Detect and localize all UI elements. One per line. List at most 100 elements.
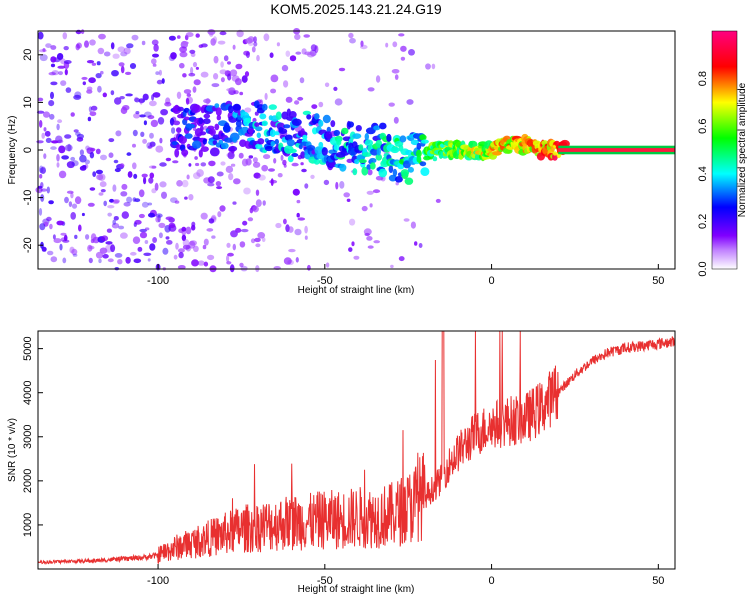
spectrogram-ridge-cell [400,169,410,177]
spectrogram-noise-cell [91,62,97,66]
spectrogram-noise-cell [50,56,57,63]
spectrogram-ridge-cell [177,106,184,112]
spectrogram-ridge-cell [376,147,381,156]
spectrogram-noise-cell [39,49,47,53]
spectrogram-noise-cell [194,156,198,160]
snr-frame [37,330,676,570]
spectrogram-noise-cell [223,55,229,62]
spectrogram-noise-cell [235,227,242,233]
spectrogram-noise-cell [132,162,137,170]
spectrogram-noise-cell [59,243,63,251]
spectrogram-ridge-cell [186,123,196,129]
spectrogram-noise-cell [50,45,57,50]
spectrogram-noise-cell [118,225,125,230]
spectrogram-noise-cell [63,46,69,51]
spectrogram-noise-cell [141,201,149,208]
spectrogram-ridge-cell [386,133,392,142]
spectrogram-ridge-cell [300,128,305,137]
spectrogram-noise-cell [200,71,209,78]
spectrogram-noise-cell [123,47,131,55]
spectrogram-noise-cell [270,88,277,94]
spectrogram-ridge-cell [202,138,207,145]
spectrogram-noise-cell [254,237,261,243]
spectrogram-noise-cell [61,155,69,160]
snr-y-tick-label: 1000 [22,513,34,537]
spectrogram-ridge-cell [318,141,324,148]
spectrogram-noise-cell [50,81,58,86]
spectrogram-ridge-cell [286,139,295,147]
spectrogram-noise-cell [155,71,160,75]
spectrogram-noise-cell [245,158,252,166]
spectrogram-noise-cell [140,131,145,137]
spectrogram-noise-cell [98,192,104,196]
spectrogram-noise-cell [390,264,394,269]
spectrogram-noise-cell [82,81,87,86]
spectrogram-noise-cell [188,194,194,201]
spectrogram-ridge-cell [347,121,354,128]
spectrogram-noise-cell [191,221,196,227]
chart-title: KOM5.2025.143.21.24.G19 [270,1,441,17]
spectrogram-noise-cell [172,160,179,164]
spectrogram-noise-cell [112,184,117,192]
spectrogram-noise-cell [206,228,214,232]
spectrogram-noise-cell [197,260,205,266]
spectrogram-noise-cell [144,111,152,118]
spectrogram-noise-cell [168,222,176,229]
spectrogram-noise-cell [159,137,163,144]
spectrogram-noise-cell [343,192,351,198]
spectrogram-noise-cell [90,233,97,242]
spectrogram-noise-cell [50,256,58,263]
spectrogram-noise-cell [160,109,169,116]
spectrogram-noise-cell [144,240,149,244]
spectrogram-noise-cell [125,71,132,75]
spectrogram-ridge-cell [342,136,351,142]
spectrogram-noise-cell [185,226,192,235]
spectrogram-noise-cell [133,222,137,227]
spectrogram-noise-cell [238,152,244,159]
spectrogram-noise-cell [153,44,159,52]
spectrogram-noise-cell [46,186,50,194]
spectrogram-ridge-cell [273,131,280,136]
spectrogram-ridge-cell [288,148,297,154]
spectrogram-noise-cell [173,120,181,126]
spectrogram-ridge-cell [246,117,252,123]
spectrogram-noise-cell [280,154,284,161]
spectrogram-noise-cell [78,224,82,232]
spectrogram-noise-cell [252,161,261,168]
spectrogram-noise-cell [239,262,244,268]
spectrogram-noise-cell [181,226,187,232]
spectrogram-noise-cell [403,218,410,222]
spectrogram-noise-cell [203,261,209,267]
spectrogram-noise-cell [294,33,301,41]
spectrogram-noise-cell [177,265,186,270]
spectrogram-noise-cell [247,217,254,222]
spectrogram-noise-cell [243,187,251,195]
spectrogram-noise-cell [138,189,145,198]
spectrogram-noise-cell [310,174,315,179]
spectrogram-ridge-cell [214,103,220,109]
spectrogram-noise-cell [98,258,102,264]
spectrogram-noise-cell [67,143,72,152]
spectrogram-noise-cell [281,64,289,72]
spectrogram-ridge-cell [491,151,502,156]
spectrogram-noise-cell [43,111,50,118]
spectrogram-noise-cell [95,73,102,79]
spectrogram-noise-cell [227,73,232,81]
spectrogram-noise-cell [96,61,101,66]
spectrogram-noise-cell [57,65,66,69]
spectrogram-noise-cell [226,255,230,263]
spectrogram-noise-cell [360,40,364,47]
spectrogram-noise-cell [207,182,215,187]
spectrogram-noise-cell [110,42,115,50]
spectrogram-noise-cell [139,228,147,233]
spectrogram-noise-cell [235,78,242,86]
spectrogram-noise-cell [349,37,356,44]
spectrogram-noise-cell [88,77,96,84]
spectrogram-noise-cell [120,232,128,239]
spectrogram-noise-cell [325,262,330,268]
spectrogram-noise-cell [87,116,92,122]
spectrogram-noise-cell [75,43,80,51]
spectrogram-noise-cell [270,74,279,83]
spectrogram-ridge-cell [432,156,438,162]
spectrogram-noise-cell [149,172,155,179]
